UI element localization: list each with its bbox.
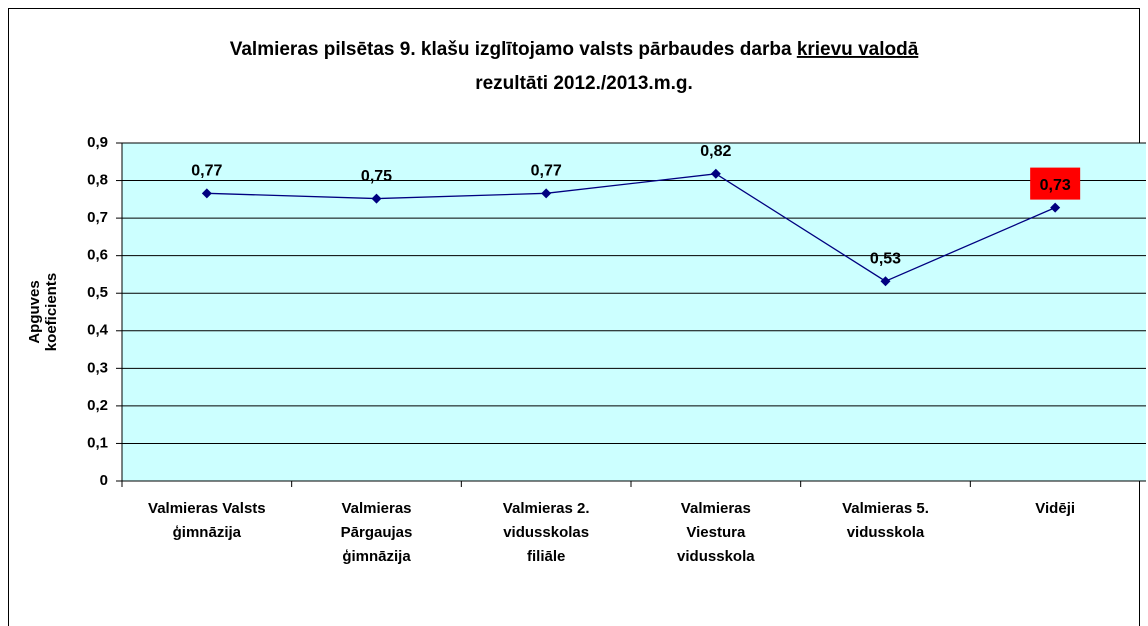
label-highlight: [1030, 167, 1081, 200]
x-tick-label: Valmieras: [341, 500, 411, 517]
data-label: 0,75: [361, 168, 392, 185]
x-tick-label: vidusskola: [847, 524, 925, 541]
x-tick-label: Valmieras 5.: [842, 500, 929, 517]
x-tick-label: Valmieras Valsts: [148, 500, 266, 517]
y-tick-label: 0,1: [87, 434, 108, 451]
data-label: 0,82: [700, 143, 731, 160]
y-tick-label: 0,7: [87, 209, 108, 226]
y-tick-label: 0,9: [87, 134, 108, 151]
x-tick-label: ģimnāzija: [173, 524, 242, 541]
marker: [201, 188, 212, 199]
x-tick-label: vidusskolas: [503, 524, 589, 541]
x-tick-label: filiāle: [527, 548, 565, 565]
series-line: [206, 173, 1056, 282]
marker: [710, 168, 721, 179]
y-tick-label: 0,5: [87, 284, 108, 301]
marker: [371, 193, 382, 204]
plot-area: [122, 143, 1146, 481]
x-tick-label: Valmieras 2.: [503, 500, 590, 517]
x-tick-label: ģimnāzija: [342, 548, 411, 565]
data-label: 0,53: [870, 250, 901, 267]
y-tick-label: 0,2: [87, 397, 108, 414]
data-label: 0,77: [191, 163, 222, 180]
chart-title: Valmieras pilsētas 9. klašu izglītojamo …: [230, 39, 919, 60]
title-underlined: krievu valodā: [797, 39, 919, 60]
x-tick-label: vidusskola: [677, 548, 755, 565]
x-tick-label: Valmieras: [681, 500, 751, 517]
marker: [880, 276, 891, 287]
marker: [541, 188, 552, 199]
y-tick-label: 0,6: [87, 247, 108, 264]
y-tick-label: 0,3: [87, 359, 108, 376]
y-tick-label: 0,4: [87, 322, 109, 339]
chart-title-line2: rezultāti 2012./2013.m.g.: [475, 73, 693, 94]
x-tick-label: Vidēji: [1035, 500, 1075, 517]
y-axis-label: koeficients: [43, 273, 60, 351]
title-part: Valmieras pilsētas 9. klašu izglītojamo …: [230, 39, 792, 60]
x-tick-label: Pārgaujas: [341, 524, 413, 541]
y-tick-label: 0: [100, 472, 108, 489]
marker: [1050, 202, 1061, 213]
y-axis-label: Apguves: [26, 280, 43, 343]
y-tick-label: 0,8: [87, 172, 108, 189]
data-label: 0,73: [1040, 177, 1071, 194]
x-tick-label: Viestura: [686, 524, 746, 541]
data-label: 0,77: [531, 163, 562, 180]
